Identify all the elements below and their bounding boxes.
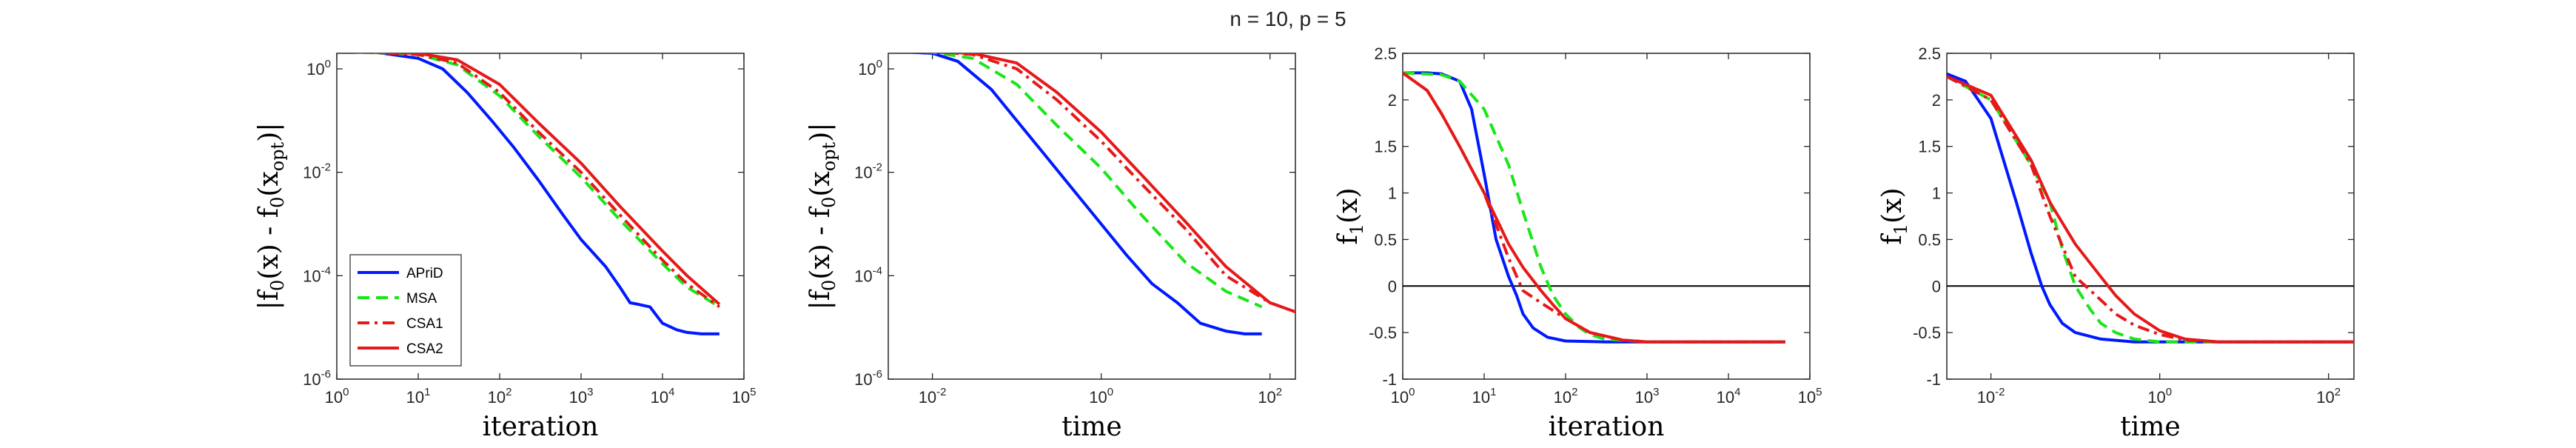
y-tick-label: -0.5 bbox=[1369, 324, 1397, 342]
figure-title: n = 10, p = 5 bbox=[1230, 7, 1346, 30]
y-tick-label: -0.5 bbox=[1913, 324, 1941, 342]
x-tick-label: 105 bbox=[1798, 386, 1822, 407]
series-line-aprid bbox=[902, 53, 1262, 335]
plot-area bbox=[1402, 53, 1811, 380]
x-tick-label: 10-2 bbox=[919, 386, 947, 407]
legend-label-csa2: CSA2 bbox=[406, 341, 443, 357]
chart-panel-1: 100 101 102 103 104 105 10-6 10-4 10-2 100 iterati… bbox=[254, 53, 757, 442]
y-axis-label: |f0​(x) - f0​(xopt​)| bbox=[254, 123, 288, 310]
y-tick-label: 2 bbox=[1932, 91, 1941, 110]
series-line-csa2 bbox=[936, 53, 1295, 313]
legend-label-msa: MSA bbox=[406, 291, 437, 307]
x-tick-label: 101 bbox=[1472, 386, 1497, 407]
x-tick-label: 10-2 bbox=[1977, 386, 2005, 407]
y-tick-label: 1.5 bbox=[1374, 138, 1397, 156]
series-line-msa bbox=[1403, 71, 1785, 344]
y-tick-label: 10-6 bbox=[854, 368, 882, 389]
y-tick-label: 10-6 bbox=[303, 368, 331, 389]
y-axis-label: f1​(x) bbox=[1333, 187, 1367, 244]
x-tick-label: 100 bbox=[325, 386, 349, 407]
y-tick-label: 2.5 bbox=[1374, 44, 1397, 63]
x-axis-label: iteration bbox=[483, 412, 599, 442]
y-tick-label: 10-2 bbox=[303, 161, 331, 182]
y-tick-label: 10-4 bbox=[854, 264, 882, 285]
series-group bbox=[1403, 71, 1785, 344]
legend-label-aprid: APriD bbox=[406, 266, 443, 281]
y-tick-label: 0 bbox=[1932, 277, 1941, 295]
x-tick-label: 100 bbox=[2147, 386, 2172, 407]
x-axis-label: time bbox=[2120, 412, 2180, 442]
x-tick-label: 103 bbox=[569, 386, 594, 407]
x-tick-label: 104 bbox=[651, 386, 675, 407]
chart-panel-3: 100 101 102 103 104 105 -1 -0.5 0 0.5 1 1.5 2 2.5 iter… bbox=[1333, 44, 1822, 442]
y-tick-label: 2 bbox=[1388, 91, 1397, 110]
y-tick-label: 100 bbox=[858, 58, 882, 78]
series-line-aprid bbox=[361, 53, 720, 335]
x-axis-label: time bbox=[1061, 412, 1121, 442]
plot-area bbox=[1946, 53, 2355, 380]
y-axis-label: f1​(x) bbox=[1877, 187, 1911, 244]
x-tick-label: 100 bbox=[1089, 386, 1113, 407]
plot-area bbox=[888, 53, 1296, 380]
y-tick-label: -1 bbox=[1382, 370, 1397, 389]
x-tick-label: 105 bbox=[732, 386, 757, 407]
y-tick-label: 0 bbox=[1388, 277, 1397, 295]
y-tick-label: 1.5 bbox=[1918, 138, 1941, 156]
x-tick-label: 102 bbox=[488, 386, 512, 407]
y-tick-label: 10-4 bbox=[303, 264, 331, 285]
series-group bbox=[352, 53, 721, 335]
y-axis-label: |f0​(x) - f0​(xopt​)| bbox=[805, 123, 839, 310]
x-tick-label: 100 bbox=[1391, 386, 1415, 407]
series-line-csa1 bbox=[352, 53, 721, 309]
series-group bbox=[1947, 72, 2354, 344]
x-axis-label: iteration bbox=[1549, 412, 1665, 442]
series-line-msa bbox=[916, 53, 1263, 309]
series-line-aprid bbox=[1947, 72, 2354, 344]
y-tick-label: 0.5 bbox=[1374, 230, 1397, 249]
y-tick-label: 1 bbox=[1388, 184, 1397, 203]
x-tick-label: 103 bbox=[1635, 386, 1660, 407]
y-tick-label: 2.5 bbox=[1918, 44, 1941, 63]
x-tick-label: 104 bbox=[1717, 386, 1741, 407]
series-line-msa bbox=[1947, 75, 2354, 344]
y-tick-label: 1 bbox=[1932, 184, 1941, 203]
chart-panel-2: 10-2 100 102 10-6 10-4 10-2 100 time |f0​(x) - f… bbox=[805, 53, 1296, 442]
y-tick-label: 0.5 bbox=[1918, 230, 1941, 249]
legend-label-csa1: CSA1 bbox=[406, 316, 443, 332]
x-tick-label: 102 bbox=[1554, 386, 1578, 407]
x-tick-label: 102 bbox=[2316, 386, 2341, 407]
series-group bbox=[902, 53, 1295, 335]
series-line-csa2 bbox=[362, 53, 721, 306]
chart-panel-4: 10-2 100 102 -1 -0.5 0 0.5 1 1.5 2 2.5 time f1​(x) bbox=[1877, 44, 2355, 442]
series-line-csa2 bbox=[1403, 71, 1785, 344]
y-tick-label: 100 bbox=[306, 58, 331, 78]
series-line-csa2 bbox=[1947, 75, 2354, 344]
y-tick-label: 10-2 bbox=[854, 161, 882, 182]
x-tick-label: 101 bbox=[406, 386, 431, 407]
x-tick-label: 102 bbox=[1258, 386, 1282, 407]
legend: APriD MSA CSA1 CSA2 bbox=[349, 254, 462, 367]
y-tick-label: -1 bbox=[1926, 370, 1941, 389]
